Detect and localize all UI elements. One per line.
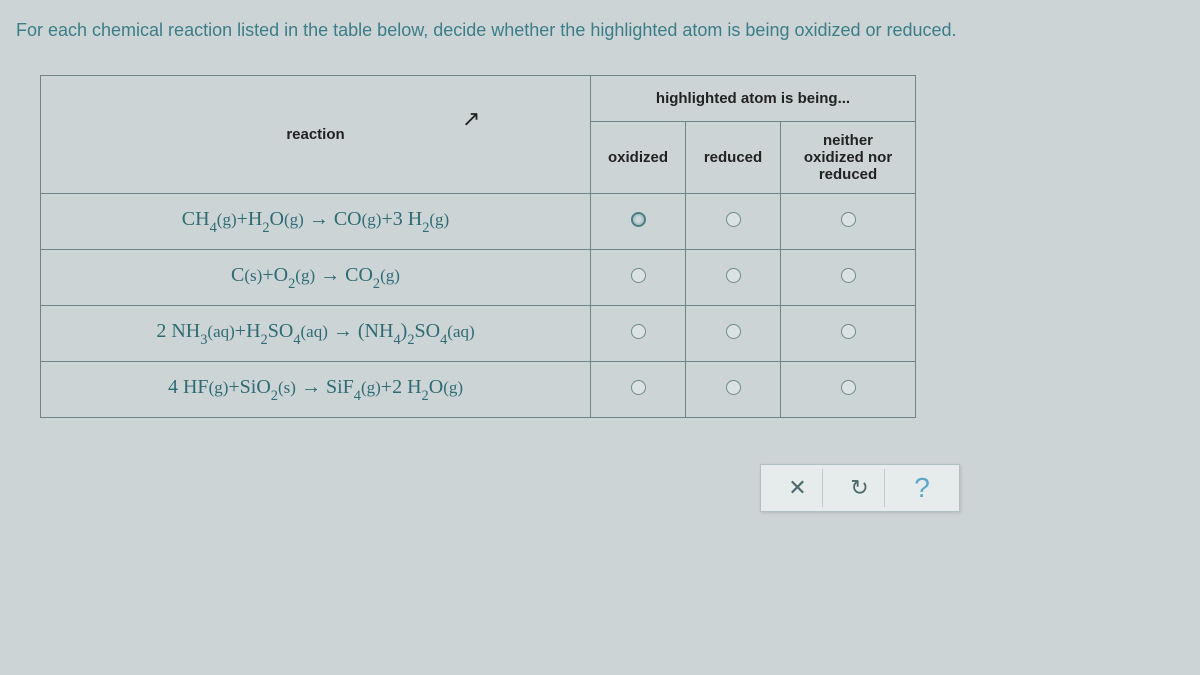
button-bar: ✕ ↻ ? (760, 464, 960, 512)
radio-oxidized[interactable] (591, 306, 686, 362)
radio-neither[interactable] (781, 250, 916, 306)
radio-icon[interactable] (631, 324, 646, 339)
instruction-text: For each chemical reaction listed in the… (16, 20, 1184, 41)
close-button[interactable]: ✕ (773, 469, 823, 507)
header-reaction: reaction (41, 76, 591, 194)
radio-icon[interactable] (841, 268, 856, 283)
reaction-formula: CH4(g)+H2O(g) → CO(g)+3 H2(g) (41, 194, 591, 250)
radio-icon[interactable] (841, 380, 856, 395)
radio-icon[interactable] (631, 212, 646, 227)
radio-reduced[interactable] (686, 362, 781, 418)
header-group: highlighted atom is being... (591, 76, 916, 122)
radio-icon[interactable] (631, 268, 646, 283)
radio-reduced[interactable] (686, 306, 781, 362)
header-neither: neither oxidized nor reduced (781, 122, 916, 194)
reaction-formula: 2 NH3(aq)+H2SO4(aq) → (NH4)2SO4(aq) (41, 306, 591, 362)
radio-icon[interactable] (841, 324, 856, 339)
radio-reduced[interactable] (686, 250, 781, 306)
cursor-icon: ↖ (462, 106, 480, 132)
radio-oxidized[interactable] (591, 250, 686, 306)
radio-icon[interactable] (726, 268, 741, 283)
radio-neither[interactable] (781, 306, 916, 362)
header-oxidized: oxidized (591, 122, 686, 194)
table-row: 2 NH3(aq)+H2SO4(aq) → (NH4)2SO4(aq) (41, 306, 916, 362)
radio-neither[interactable] (781, 362, 916, 418)
radio-icon[interactable] (726, 324, 741, 339)
reset-button[interactable]: ↻ (835, 469, 885, 507)
reaction-formula: 4 HF(g)+SiO2(s) → SiF4(g)+2 H2O(g) (41, 362, 591, 418)
radio-icon[interactable] (726, 380, 741, 395)
radio-oxidized[interactable] (591, 194, 686, 250)
table-row: 4 HF(g)+SiO2(s) → SiF4(g)+2 H2O(g) (41, 362, 916, 418)
table-row: C(s)+O2(g) → CO2(g) (41, 250, 916, 306)
header-reduced: reduced (686, 122, 781, 194)
help-button[interactable]: ? (897, 469, 947, 507)
reaction-formula: C(s)+O2(g) → CO2(g) (41, 250, 591, 306)
radio-icon[interactable] (841, 212, 856, 227)
radio-reduced[interactable] (686, 194, 781, 250)
radio-icon[interactable] (631, 380, 646, 395)
table-row: CH4(g)+H2O(g) → CO(g)+3 H2(g) (41, 194, 916, 250)
radio-neither[interactable] (781, 194, 916, 250)
radio-oxidized[interactable] (591, 362, 686, 418)
radio-icon[interactable] (726, 212, 741, 227)
